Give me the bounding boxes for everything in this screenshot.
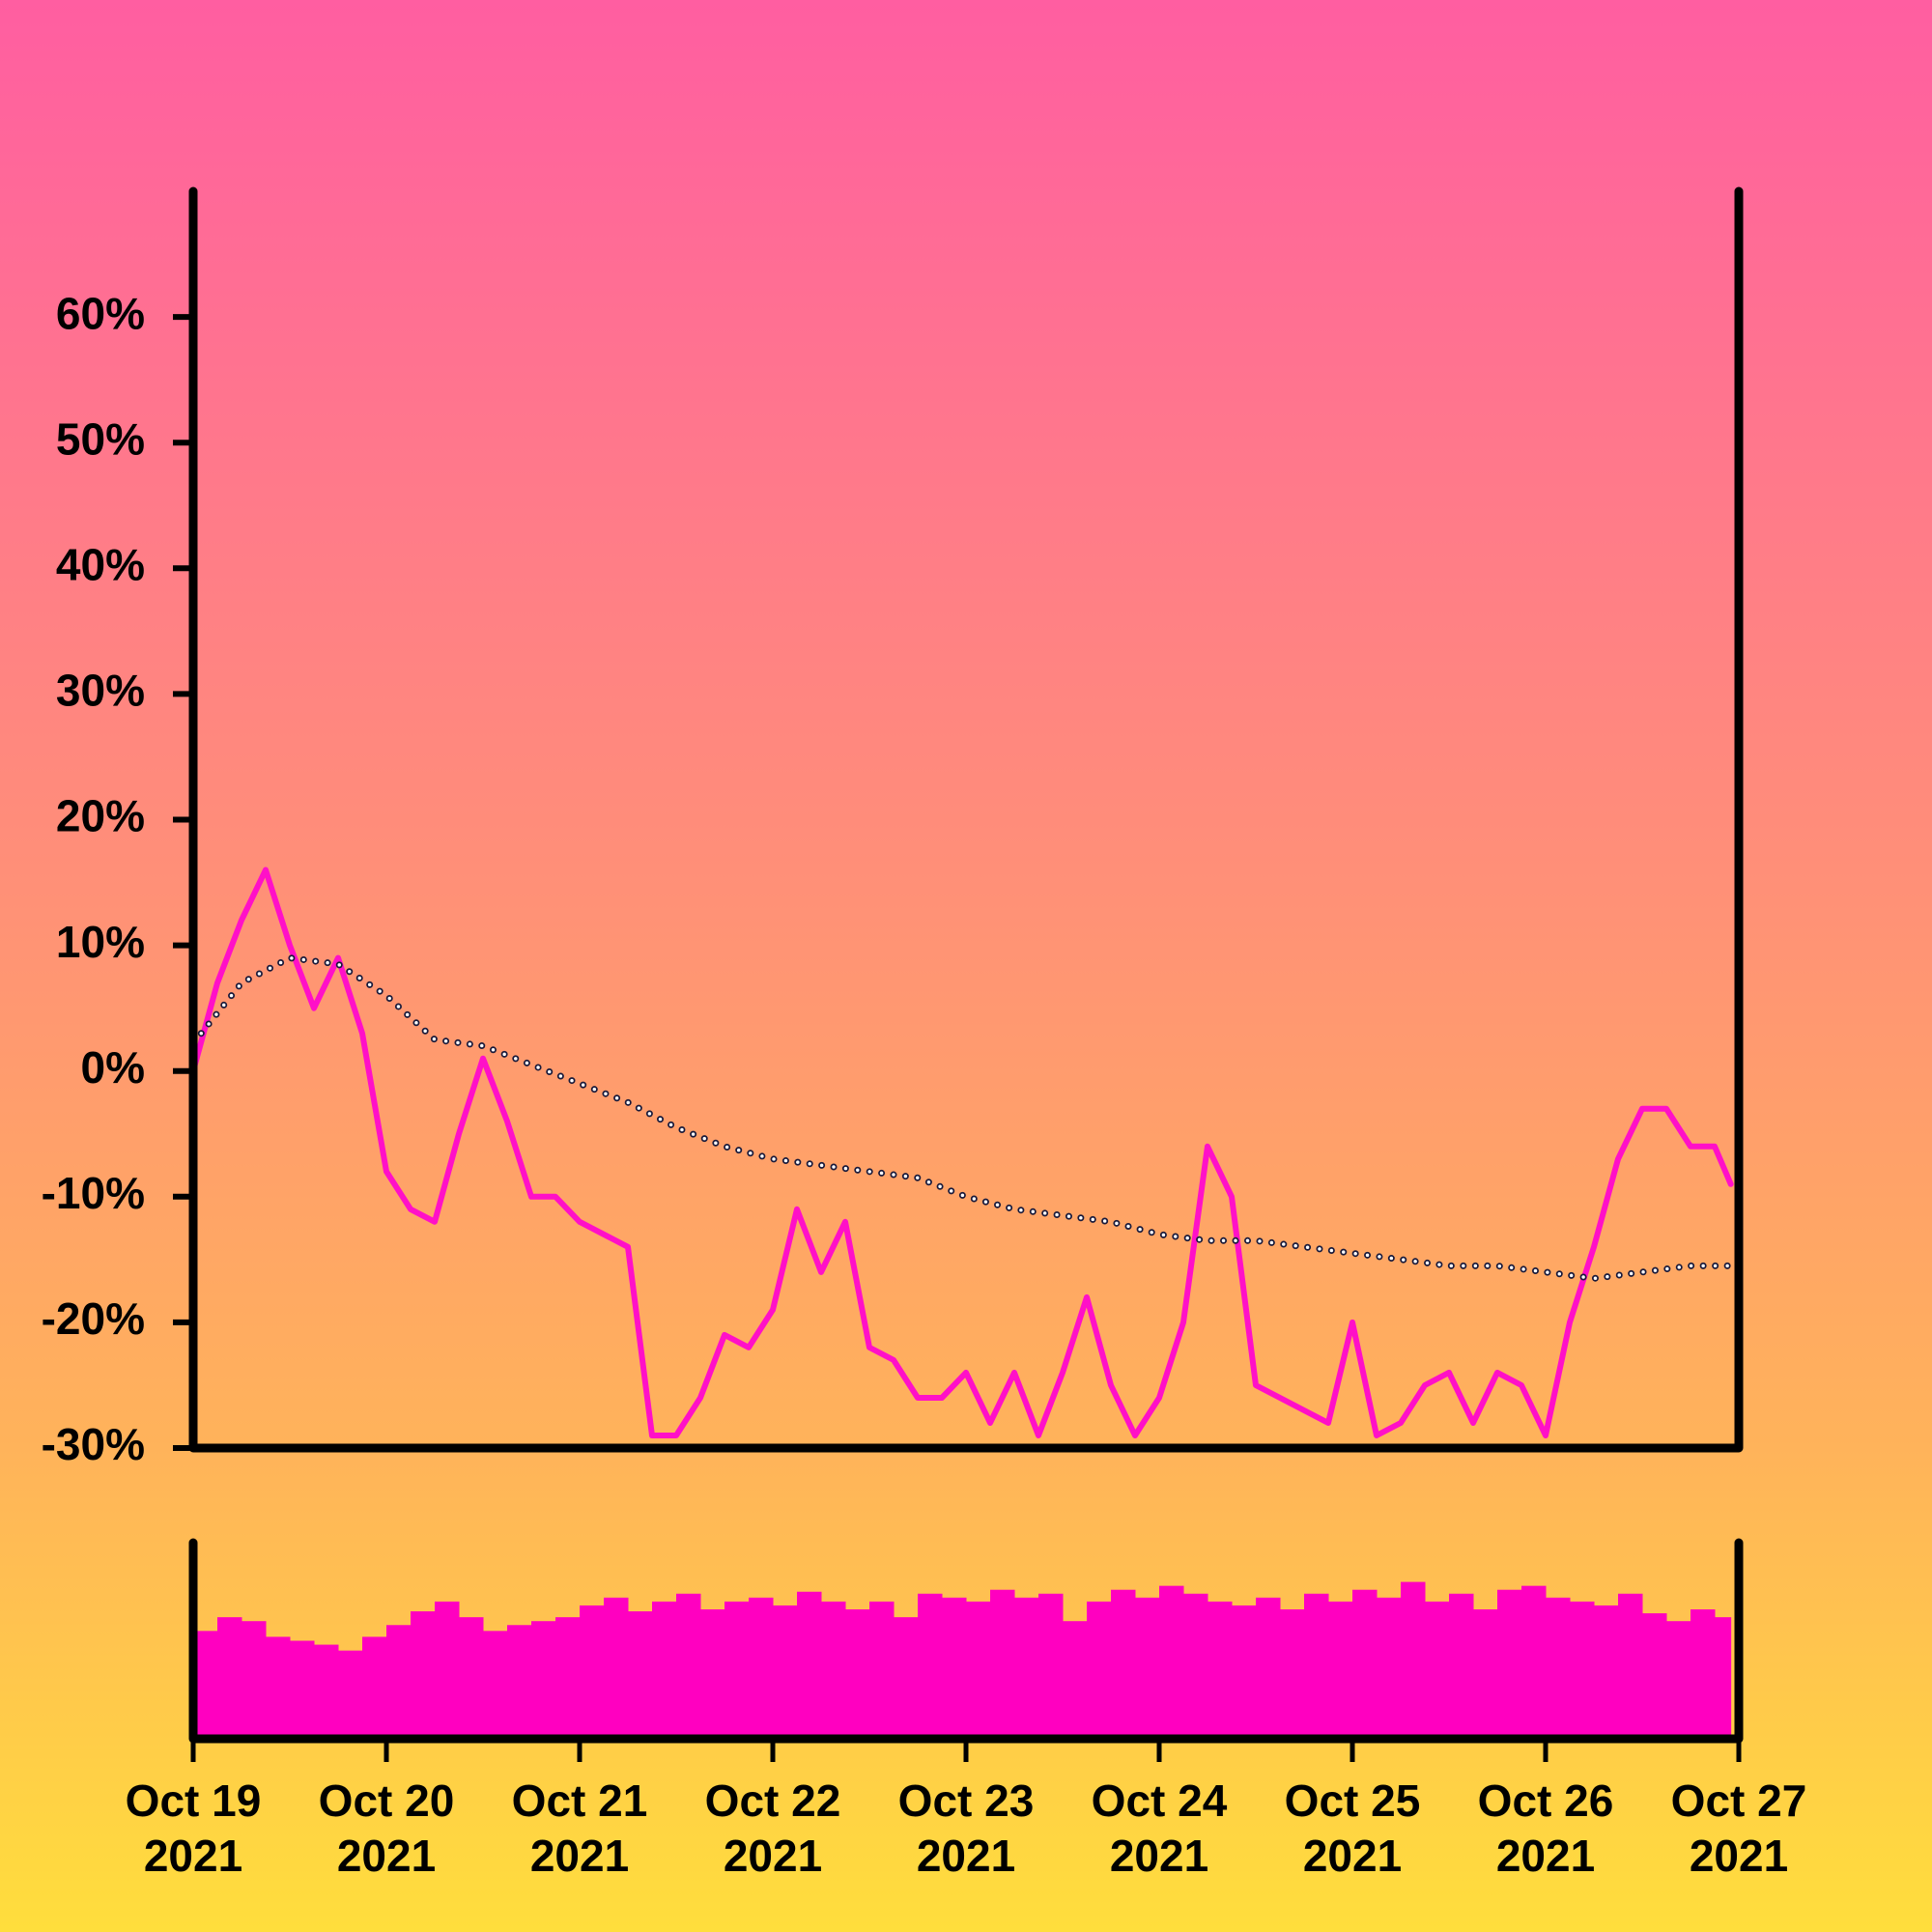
volume-bar [1377,1597,1402,1739]
volume-bar [338,1650,363,1739]
volume-bar [1208,1601,1233,1739]
volume-bar [217,1617,242,1739]
volume-bar [1304,1593,1329,1739]
y-tick-label: 10% [56,917,145,967]
volume-bar [411,1611,436,1739]
volume-bar [1449,1593,1474,1739]
y-tick-label: -10% [42,1168,145,1218]
volume-bar [1328,1601,1353,1739]
volume-bar [821,1601,846,1739]
volume-bar [749,1597,774,1739]
volume-frame [188,1538,1744,1744]
x-tick-label: Oct 19 2021 [125,1776,262,1881]
volume-bar [1256,1597,1281,1739]
volume-bar [869,1601,895,1739]
volume-bar [290,1640,315,1739]
volume-bar [1594,1605,1619,1739]
volume-bar [773,1605,798,1739]
x-tick-label: Oct 27 2021 [1670,1776,1807,1881]
volume-bar [1280,1609,1305,1739]
volume-bar [1352,1589,1378,1739]
volume-bar [435,1601,460,1739]
volume-bar [1521,1585,1547,1739]
volume-bar [845,1609,870,1739]
volume-bar [1159,1585,1184,1739]
x-tick-label: Oct 23 2021 [897,1776,1035,1881]
volume-bar [1014,1597,1039,1739]
volume-bar [1666,1621,1691,1739]
volume-bar [1570,1601,1595,1739]
volume-bar [242,1621,267,1739]
volume-bar [531,1621,556,1739]
y-tick-label: 0% [81,1042,145,1093]
volume-bar [314,1644,339,1739]
x-tick-label: Oct 20 2021 [318,1776,455,1881]
volume-bar [724,1601,750,1739]
volume-bar [1087,1601,1112,1739]
volume-bar [628,1611,653,1739]
price-line [190,867,1734,1438]
y-tick-label: -20% [42,1293,145,1344]
x-tick-label: Oct 25 2021 [1284,1776,1421,1881]
x-tick-label: Oct 26 2021 [1477,1776,1614,1881]
volume-bar [483,1631,508,1739]
volume-bar [1232,1605,1257,1739]
volume-bar [1473,1609,1498,1739]
x-tick-label: Oct 22 2021 [704,1776,841,1881]
volume-bar [700,1609,725,1739]
volume-bar [1690,1609,1716,1739]
y-tick-label: 50% [56,413,145,464]
volume-bar [1425,1601,1450,1739]
volume-bar [459,1617,484,1739]
volume-bar [942,1597,967,1739]
y-tick-label: 30% [56,666,145,716]
volume-bar [797,1591,822,1739]
x-tick-label: Oct 24 2021 [1091,1776,1228,1881]
x-tick-label: Oct 21 2021 [511,1776,648,1881]
average-line-dots [199,955,1733,1281]
volume-bar [676,1593,701,1739]
volume-bar [507,1625,532,1739]
volume-bar [918,1593,943,1739]
volume-bar [580,1605,605,1739]
average-line [197,954,1735,1282]
volume-bar [266,1636,291,1739]
volume-bar [1715,1617,1732,1739]
volume-bar [1618,1593,1643,1739]
volume-bar [1111,1589,1136,1739]
y-tick-label: 40% [56,539,145,589]
volume-bar [652,1601,677,1739]
volume-bar [990,1589,1015,1739]
volume-bar [1546,1597,1571,1739]
volume-bar [1497,1589,1522,1739]
volume-bar [1038,1593,1064,1739]
volume-bar [1401,1581,1426,1739]
volume-bar [555,1617,581,1739]
y-tick-label: 20% [56,791,145,841]
volume-bar [1063,1621,1088,1739]
volume-bar [1183,1593,1208,1739]
volume-bar [1135,1597,1160,1739]
volume-bar [1642,1613,1667,1739]
main-frame [188,186,1744,1453]
volume-bar [386,1625,412,1739]
volume-bar [894,1617,919,1739]
volume-bar [362,1636,387,1739]
y-tick-label: 60% [56,288,145,338]
y-tick-label: -30% [42,1419,145,1469]
volume-bar [604,1597,629,1739]
volume-bar [966,1601,991,1739]
